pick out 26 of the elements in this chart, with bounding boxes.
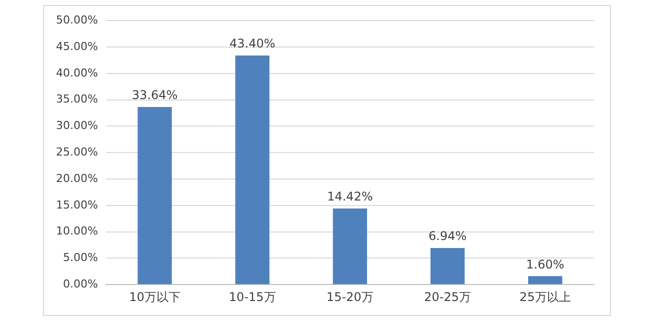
data-label: 1.60% — [526, 257, 564, 272]
data-label: 6.94% — [428, 229, 467, 244]
x-tick-label: 10万以下 — [129, 290, 180, 304]
y-tick-label: 15.00% — [56, 198, 98, 212]
data-label: 14.42% — [327, 190, 373, 204]
x-tick-label: 10-15万 — [228, 290, 276, 304]
y-tick-label: 25.00% — [56, 145, 98, 158]
y-tick-label: 50.00% — [56, 13, 98, 26]
data-label: 43.40% — [229, 36, 276, 51]
bar — [528, 276, 562, 284]
x-tick-label: 20-25万 — [424, 290, 472, 304]
bar — [235, 55, 270, 284]
y-tick-label: 0.00% — [62, 277, 98, 290]
bar — [332, 208, 368, 284]
x-tick-label: 15-20万 — [326, 290, 374, 304]
y-tick-label: 35.00% — [56, 92, 98, 106]
y-tick-label: 40.00% — [56, 66, 98, 80]
y-tick-label: 20.00% — [56, 172, 98, 185]
y-tick-label: 45.00% — [56, 40, 98, 53]
y-tick-label: 10.00% — [56, 224, 98, 238]
y-tick-label: 30.00% — [56, 119, 98, 132]
bar — [430, 248, 465, 284]
bar — [138, 106, 172, 284]
x-tick-label: 25万以上 — [520, 290, 571, 304]
data-label: 33.64% — [132, 88, 178, 102]
y-tick-label: 5.00% — [62, 251, 98, 264]
